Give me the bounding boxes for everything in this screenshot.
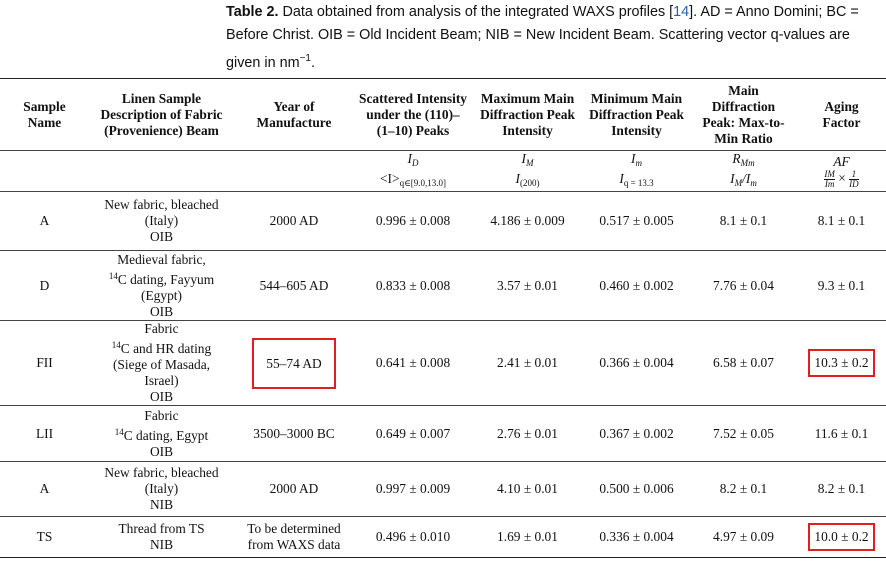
caption-exponent: −1 [299,53,311,64]
ratio-cell: 8.1 ± 0.1 [690,191,797,251]
ratio-symbol: R [732,151,741,166]
min-symbol: I [631,151,636,166]
description-cell: Thread from TS NIB [89,516,234,558]
ratio-cell: 8.2 ± 0.1 [690,461,797,517]
col-header-aging: Aging Factor [797,78,886,151]
col-header-year: Year of Manufacture [234,78,354,151]
highlight-box: 10.3 ± 0.2 [808,349,875,377]
table-row: A New fabric, bleached (Italy) NIB 2000 AD… [0,461,886,517]
ratio-cell: 4.97 ± 0.09 [690,516,797,558]
af-cell: 10.0 ± 0.2 [797,516,886,558]
col-header-scattered: Scattered Intensity under the (110)–(1–1… [354,78,472,151]
caption-text-2: ]. AD = Anno Domini; BC = Before Christ.… [226,4,859,71]
af-cell: 8.2 ± 0.1 [797,461,886,517]
col-header-maximum: Maximum Main Diffraction Peak Intensity [472,78,583,151]
year-cell: To be determined from WAXS data [234,516,354,558]
ratio-cell: 6.58 ± 0.07 [690,320,797,406]
max-cell: 4.10 ± 0.01 [472,461,583,517]
af-fraction-2: 1 ID [849,168,859,189]
table-row: A New fabric, bleached (Italy) OIB 2000 AD… [0,191,886,251]
sample-name-cell: A [0,191,89,251]
sample-name-cell: LII [0,405,89,462]
af-cell: 11.6 ± 0.1 [797,405,886,462]
table-row: FII Fabric 14C and HR dating (Siege of Mas… [0,320,886,406]
max-cell: 1.69 ± 0.01 [472,516,583,558]
caption-text-1: Data obtained from analysis of the integ… [282,4,674,20]
description-cell: Medieval fabric, 14C dating, Fayyum (Egypt… [89,250,234,321]
max-cell: 2.76 ± 0.01 [472,405,583,462]
min-cell: 0.460 ± 0.002 [583,250,690,321]
year-cell: 2000 AD [234,191,354,251]
description-cell: New fabric, bleached (Italy) OIB [89,191,234,251]
citation-link[interactable]: 14 [673,4,690,20]
sample-name-cell: D [0,250,89,321]
year-cell: 3500–3000 BC [234,405,354,462]
table-row: LII Fabric 14C dating, Egypt OIB 3500–3000… [0,405,886,462]
af-symbol-cell: AF IM Im × 1 ID [797,150,886,192]
max-expression: I [515,171,520,186]
scattered-cell: 0.649 ± 0.007 [354,405,472,462]
sample-name-cell: TS [0,516,89,558]
scattered-symbol: I [407,151,412,166]
scattered-cell: 0.833 ± 0.008 [354,250,472,321]
header-row: Sample Name Linen Sample Description of … [0,78,886,151]
table-caption: Table 2. Data obtained from analysis of … [226,1,881,75]
ratio-symbol-cell: RMm IM/Im [690,150,797,192]
sample-name-cell: FII [0,320,89,406]
af-cell: 9.3 ± 0.1 [797,250,886,321]
scattered-cell: 0.996 ± 0.008 [354,191,472,251]
max-symbol-cell: IM I(200) [472,150,583,192]
col-header-sample-name: Sample Name [0,78,89,151]
caption-end: . [311,54,315,71]
year-cell: 2000 AD [234,461,354,517]
symbol-row: ID <I>q∈[9.0,13.0] IM I(200) Im Iq = 13.… [0,150,886,192]
table-row: D Medieval fabric, 14C dating, Fayyum (Egy… [0,250,886,321]
max-cell: 4.186 ± 0.009 [472,191,583,251]
ratio-cell: 7.76 ± 0.04 [690,250,797,321]
min-expression: I [619,171,624,186]
sample-name-cell: A [0,461,89,517]
af-cell: 8.1 ± 0.1 [797,191,886,251]
ratio-cell: 7.52 ± 0.05 [690,405,797,462]
scattered-expression: <I> [380,171,400,186]
table-row: TS Thread from TS NIB To be determined fro… [0,516,886,558]
data-table: Sample Name Linen Sample Description of … [0,78,886,558]
max-cell: 3.57 ± 0.01 [472,250,583,321]
max-cell: 2.41 ± 0.01 [472,320,583,406]
min-cell: 0.336 ± 0.004 [583,516,690,558]
af-cell: 10.3 ± 0.2 [797,320,886,406]
description-cell: Fabric 14C dating, Egypt OIB [89,405,234,462]
highlight-box: 10.0 ± 0.2 [808,523,875,551]
col-header-linen: Linen Sample Description of Fabric (Prov… [89,78,234,151]
year-cell: 55–74 AD [234,320,354,406]
max-symbol: I [521,151,526,166]
highlight-box: 55–74 AD [252,337,336,389]
af-fraction-1: IM Im [824,168,835,189]
af-symbol: AF [833,153,850,169]
scattered-cell: 0.997 ± 0.009 [354,461,472,517]
caption-label: Table 2. [226,4,279,20]
description-cell: Fabric 14C and HR dating (Siege of Masada,… [89,320,234,406]
col-header-minimum: Minimum Main Diffraction Peak Intensity [583,78,690,151]
year-cell: 544–605 AD [234,250,354,321]
scattered-cell: 0.641 ± 0.008 [354,320,472,406]
scattered-cell: 0.496 ± 0.010 [354,516,472,558]
description-cell: New fabric, bleached (Italy) NIB [89,461,234,517]
min-symbol-cell: Im Iq = 13.3 [583,150,690,192]
min-cell: 0.366 ± 0.004 [583,320,690,406]
col-header-ratio: Main Diffraction Peak: Max-to-Min Ratio [690,78,797,151]
scattered-symbol-cell: ID <I>q∈[9.0,13.0] [354,150,472,192]
min-cell: 0.367 ± 0.002 [583,405,690,462]
min-cell: 0.500 ± 0.006 [583,461,690,517]
min-cell: 0.517 ± 0.005 [583,191,690,251]
